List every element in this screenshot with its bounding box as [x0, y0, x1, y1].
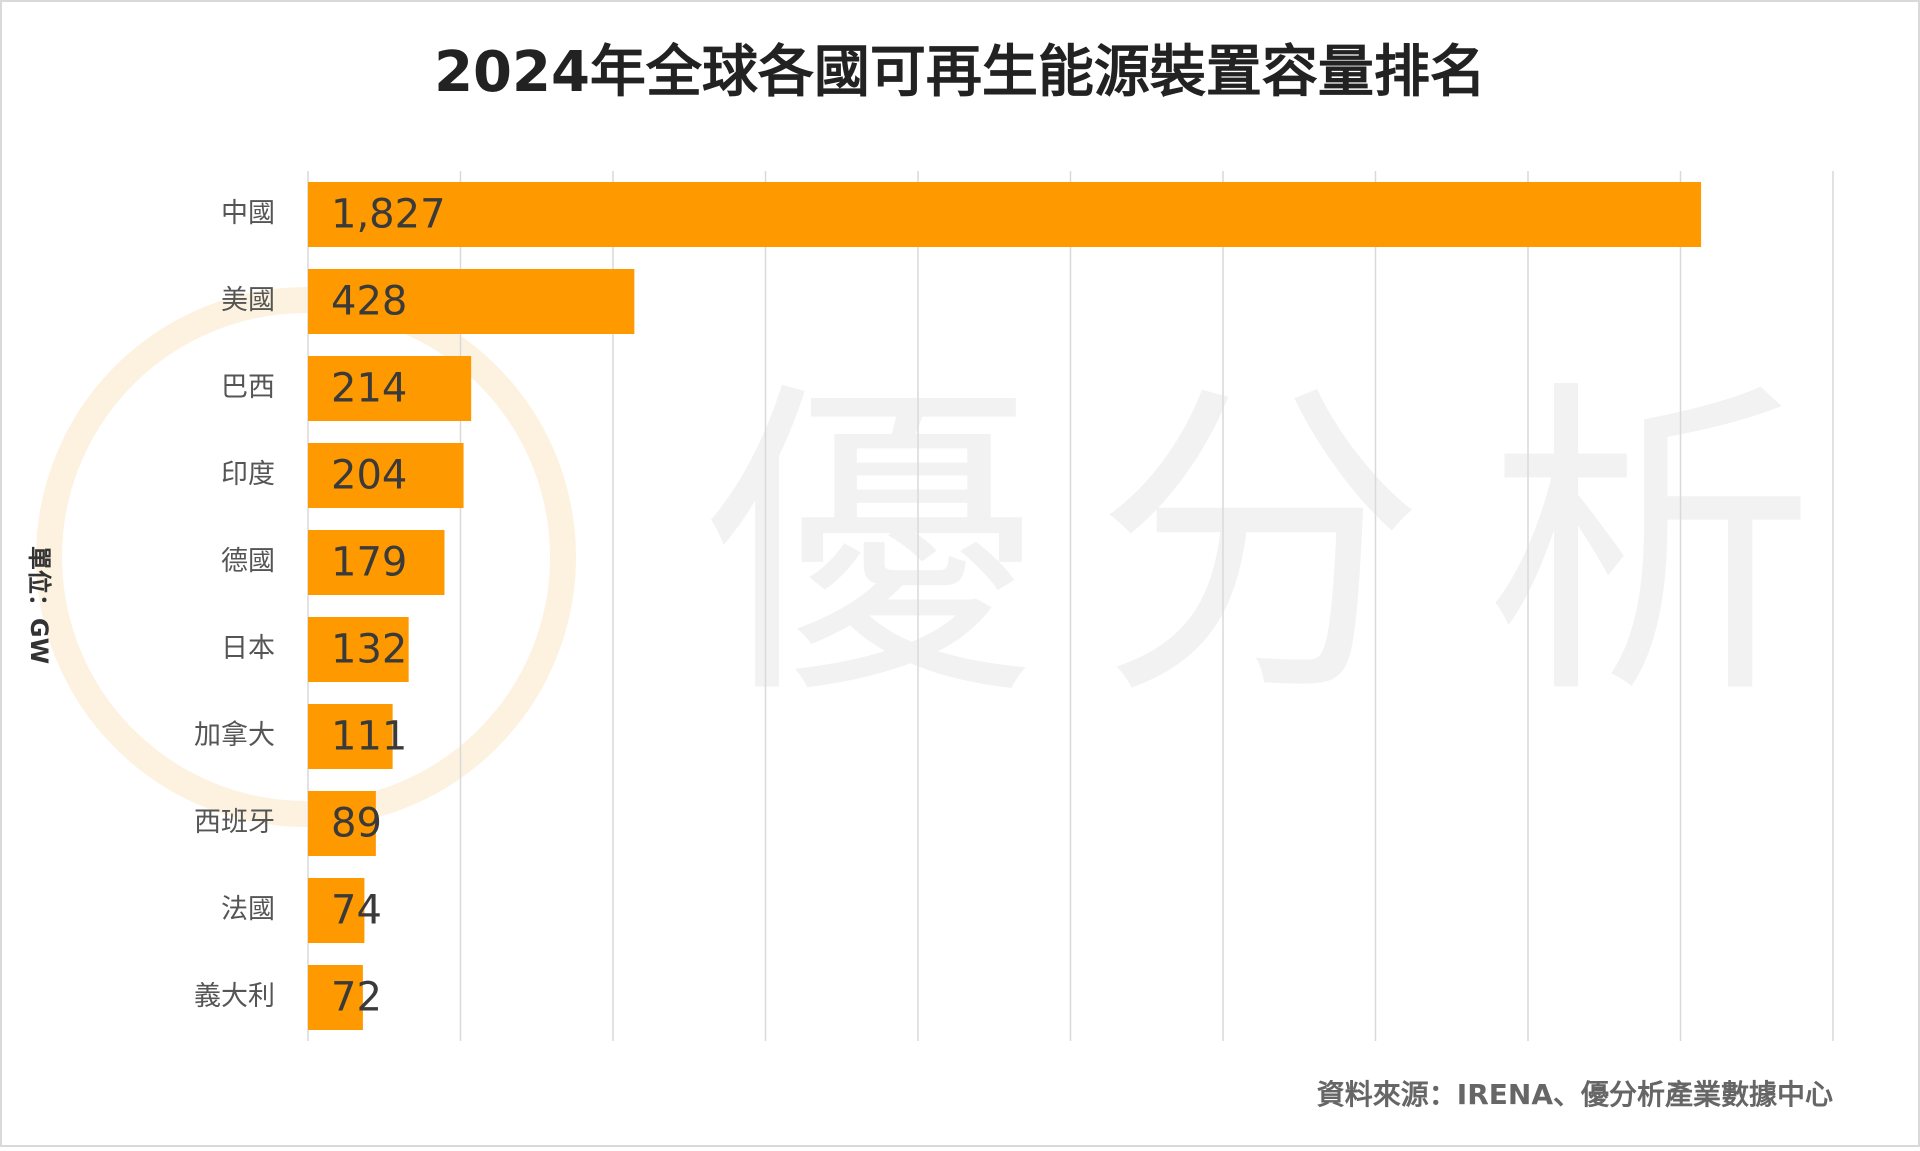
y-tick-label: 法國	[221, 894, 275, 925]
bar	[308, 791, 376, 856]
y-tick-label: 德國	[221, 546, 275, 577]
value-label: 74	[331, 888, 382, 934]
y-tick-label: 巴西	[221, 372, 275, 403]
bar	[308, 356, 472, 421]
y-tick-label: 西班牙	[194, 807, 275, 838]
bar	[308, 617, 409, 682]
bar	[308, 530, 445, 595]
y-tick-label: 印度	[221, 459, 275, 490]
bar	[308, 965, 363, 1030]
value-label: 89	[331, 801, 382, 847]
bar	[308, 704, 393, 769]
value-label: 428	[331, 279, 407, 325]
value-label: 132	[331, 627, 407, 673]
value-label: 204	[331, 453, 407, 499]
y-axis-label: 單位：GW	[25, 546, 53, 664]
chart-title: 2024年全球各國可再生能源裝置容量排名	[434, 40, 1486, 105]
bar	[308, 878, 365, 943]
y-tick-label: 加拿大	[194, 720, 275, 751]
bar	[308, 269, 635, 334]
logo-ring	[36, 287, 576, 827]
watermark-logo	[36, 287, 576, 827]
value-label: 214	[331, 366, 407, 412]
bar	[308, 182, 1702, 247]
value-label: 179	[331, 540, 407, 586]
value-label: 1,827	[331, 192, 446, 238]
value-label: 72	[331, 975, 382, 1021]
y-tick-label: 中國	[221, 198, 275, 229]
value-label: 111	[331, 714, 407, 760]
y-tick-label: 義大利	[194, 981, 275, 1012]
bar	[308, 443, 464, 508]
watermark-text: 優分析	[705, 354, 1875, 738]
y-tick-label: 美國	[221, 285, 275, 316]
source-note: 資料來源：IRENA、優分析產業數據中心	[1317, 1078, 1833, 1111]
y-tick-label: 日本	[221, 633, 275, 664]
